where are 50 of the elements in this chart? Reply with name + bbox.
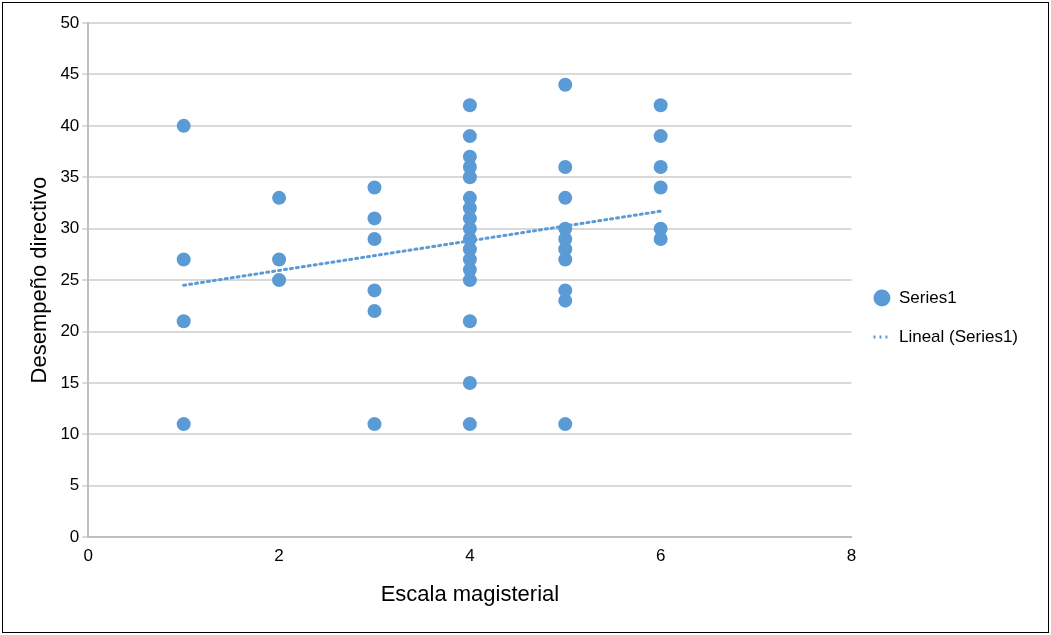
point (462, 417, 477, 432)
y-tick-label: 30 (60, 218, 80, 238)
point (272, 190, 287, 205)
y-tick-label: 40 (60, 115, 80, 135)
y-tick-label: 35 (60, 166, 80, 186)
point (367, 211, 382, 226)
point (558, 77, 573, 92)
point (558, 293, 573, 308)
x-tick-label: 4 (465, 546, 475, 566)
y-tick-label: 50 (60, 12, 80, 32)
point (367, 180, 382, 195)
point (462, 314, 477, 329)
point (367, 303, 382, 318)
point (176, 252, 191, 267)
point (367, 231, 382, 246)
point (653, 129, 668, 144)
x-tick-label: 0 (83, 546, 94, 566)
point (558, 417, 573, 432)
point (176, 314, 191, 329)
x-tick-label: 6 (655, 546, 666, 566)
point (653, 98, 668, 113)
y-tick-label: 10 (60, 424, 80, 444)
point (462, 375, 477, 390)
y-tick-label: 25 (60, 269, 80, 289)
point (367, 417, 382, 432)
legend-label: Series1 (898, 287, 957, 307)
point (558, 252, 573, 267)
point (176, 118, 191, 133)
point (653, 180, 668, 195)
y-axis-title: Desempeño directivo (26, 176, 52, 384)
point (558, 159, 573, 174)
point (558, 190, 573, 205)
legend-label: Lineal (Series1) (898, 326, 1018, 346)
y-tick-label: 15 (60, 372, 80, 392)
y-tick-label: 45 (60, 64, 80, 84)
point (653, 159, 668, 174)
x-tick-label: 8 (846, 546, 857, 566)
y-tick-label: 0 (69, 526, 80, 546)
x-axis-title: Escala magisterial (380, 580, 560, 606)
point (462, 170, 477, 185)
point (367, 283, 382, 298)
point (272, 252, 287, 267)
point (176, 417, 191, 432)
point (462, 273, 477, 288)
x-tick-label: 2 (274, 546, 284, 566)
point (462, 98, 477, 113)
y-tick-label: 5 (69, 475, 80, 495)
point (462, 129, 477, 144)
y-tick-label: 20 (60, 321, 80, 341)
point (272, 273, 287, 288)
